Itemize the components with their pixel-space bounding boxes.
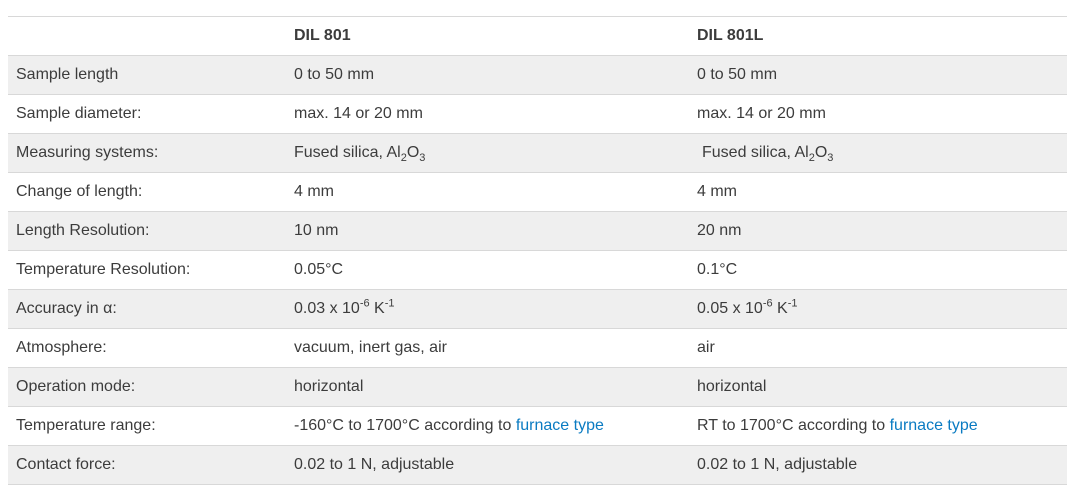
cell-dil-801: -160°C to 1700°C according to furnace ty… [286,417,689,435]
cell-dil-801: Fused silica, Al2O3 [286,144,689,165]
cell-dil-801: max. 14 or 20 mm [294,105,423,122]
formula-subscript: 3 [827,152,834,165]
value-mid: K [369,300,385,317]
row-label: Atmosphere: [16,339,107,356]
row-label: Sample diameter: [16,105,142,122]
cell-dil-801: vacuum, inert gas, air [294,339,447,356]
cell-dil-801l: 0.05 x 10-6 K-1 [689,297,1067,318]
cell-dil-801l: 0 to 50 mm [697,66,778,83]
table-row: Change of length: 4 mm 4 mm [8,173,1067,212]
row-label: Accuracy in α: [16,300,117,317]
furnace-type-link[interactable]: furnace type [515,417,604,434]
formula-subscript: 2 [400,152,407,165]
cell-dil-801: 0.03 x 10-6 K-1 [286,297,689,318]
cell-dil-801l: Fused silica, Al2O3 [689,144,1067,165]
formula-mid: O [814,144,828,161]
formula-prefix: Fused silica, Al [294,144,401,161]
cell-dil-801: 0 to 50 mm [294,66,375,83]
table-row: Length Resolution: 10 nm 20 nm [8,212,1067,251]
range-text: RT to 1700°C according to [697,417,890,434]
table-row: Measuring systems: Fused silica, Al2O3 F… [8,134,1067,173]
cell-dil-801l: 20 nm [697,222,742,239]
cell-dil-801l: air [697,339,715,356]
row-label: Length Resolution: [16,222,150,239]
row-label: Contact force: [16,456,116,473]
cell-dil-801: 4 mm [294,183,334,200]
row-label: Sample length [16,66,119,83]
cell-dil-801: 0.05°C [294,261,344,278]
value-superscript: -1 [384,297,395,310]
cell-dil-801: 0.02 to 1 N, adjustable [294,456,455,473]
row-label: Operation mode: [16,378,136,395]
furnace-type-link[interactable]: furnace type [889,417,978,434]
spec-table: DIL 801 DIL 801L Sample length 0 to 50 m… [8,16,1067,485]
table-header-row: DIL 801 DIL 801L [8,17,1067,56]
value-superscript: -6 [359,297,370,310]
value-prefix: 0.05 x 10 [697,300,763,317]
cell-dil-801l: 4 mm [697,183,737,200]
cell-dil-801l: 0.02 to 1 N, adjustable [697,456,858,473]
cell-dil-801l: 0.1°C [697,261,738,278]
table-row: Sample length 0 to 50 mm 0 to 50 mm [8,56,1067,95]
header-dil-801l: DIL 801L [697,27,764,44]
table-row: Accuracy in α: 0.03 x 10-6 K-1 0.05 x 10… [8,290,1067,329]
formula-prefix: Fused silica, Al [702,144,809,161]
cell-dil-801: 10 nm [294,222,339,239]
value-superscript: -6 [762,297,773,310]
value-prefix: 0.03 x 10 [294,300,360,317]
table-row: Temperature Resolution: 0.05°C 0.1°C [8,251,1067,290]
value-superscript: -1 [787,297,798,310]
table-row: Sample diameter: max. 14 or 20 mm max. 1… [8,95,1067,134]
cell-dil-801l: max. 14 or 20 mm [697,105,826,122]
cell-dil-801l: RT to 1700°C according to furnace type [689,417,1067,435]
formula-mid: O [406,144,420,161]
row-label: Temperature range: [16,417,156,434]
cell-dil-801: horizontal [294,378,364,395]
header-dil-801: DIL 801 [294,27,351,44]
table-row: Atmosphere: vacuum, inert gas, air air [8,329,1067,368]
table-row: Temperature range: -160°C to 1700°C acco… [8,407,1067,446]
range-text: -160°C to 1700°C according to [294,417,516,434]
cell-dil-801l: horizontal [697,378,767,395]
value-mid: K [772,300,788,317]
table-row: Contact force: 0.02 to 1 N, adjustable 0… [8,446,1067,485]
row-label: Measuring systems: [16,144,159,161]
formula-subscript: 3 [419,152,426,165]
row-label: Temperature Resolution: [16,261,191,278]
table-row: Operation mode: horizontal horizontal [8,368,1067,407]
row-label: Change of length: [16,183,143,200]
formula-subscript: 2 [808,152,815,165]
